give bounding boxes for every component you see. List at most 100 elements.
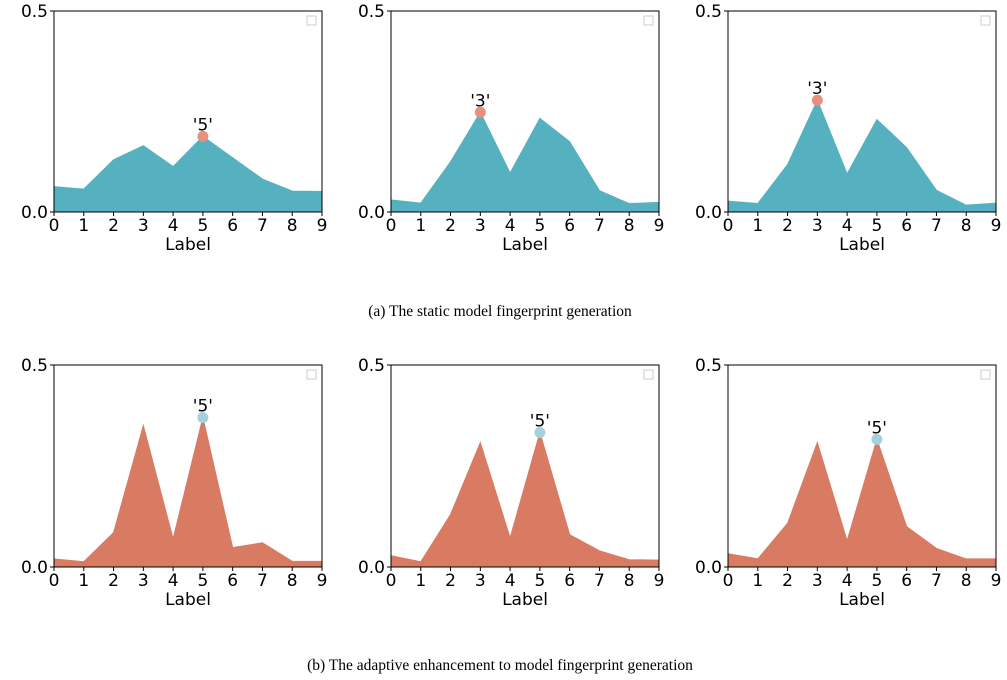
y-tick-label: 0.5 xyxy=(358,356,385,376)
x-tick-label: 7 xyxy=(257,571,268,591)
x-tick-label: 6 xyxy=(227,571,238,591)
x-tick-label: 5 xyxy=(871,216,882,236)
x-tick-label: 2 xyxy=(782,571,793,591)
peak-label: '5' xyxy=(193,397,213,417)
y-tick-label: 0.0 xyxy=(358,558,385,578)
caption-a: (a) The static model fingerprint generat… xyxy=(368,303,632,320)
y-tick-label: 0.0 xyxy=(695,203,722,223)
area-series xyxy=(390,430,660,568)
x-tick-label: 4 xyxy=(505,571,516,591)
plot-frame xyxy=(390,10,660,213)
peak-label: '3' xyxy=(807,79,827,99)
x-tick-label: 4 xyxy=(168,571,179,591)
x-tick-label: 8 xyxy=(624,571,635,591)
x-tick-label: 8 xyxy=(961,216,972,236)
x-tick-label: 0 xyxy=(723,571,734,591)
chart-panel-b-3: 0.0 0.5 0 1 2 3 4 5 6 7 8 9 Label '5' xyxy=(695,356,1001,610)
y-tick-label: 0.0 xyxy=(21,558,48,578)
peak-label: '5' xyxy=(193,115,213,135)
x-tick-label: 1 xyxy=(415,216,426,236)
y-tick-label: 0.5 xyxy=(21,2,48,22)
x-tick-label: 3 xyxy=(475,571,486,591)
x-tick-label: 4 xyxy=(842,571,853,591)
x-tick-label: 3 xyxy=(475,216,486,236)
peak-marker xyxy=(197,130,209,142)
y-tick-label: 0.0 xyxy=(358,203,385,223)
x-tick-label: 1 xyxy=(415,571,426,591)
area-series xyxy=(53,135,323,213)
x-tick-label: 7 xyxy=(257,216,268,236)
x-axis-title: Label xyxy=(839,590,885,610)
x-tick-label: 8 xyxy=(287,216,298,236)
x-tick-label: 5 xyxy=(197,571,208,591)
x-tick-label: 5 xyxy=(534,571,545,591)
legend-box xyxy=(980,15,991,26)
plot-frame xyxy=(53,10,323,213)
x-tick-label: 9 xyxy=(991,216,1002,236)
x-tick-label: 1 xyxy=(752,571,763,591)
x-tick-label: 7 xyxy=(931,216,942,236)
x-tick-label: 2 xyxy=(445,216,456,236)
area-series xyxy=(53,417,323,568)
x-tick-label: 6 xyxy=(564,216,575,236)
x-tick-label: 1 xyxy=(78,216,89,236)
x-tick-label: 3 xyxy=(138,571,149,591)
x-axis-title: Label xyxy=(502,235,548,255)
legend-box xyxy=(306,15,317,26)
chart-panel-a-1: 0.0 0.5 0 1 2 3 4 5 6 7 8 9 Label '5' xyxy=(21,2,327,255)
x-tick-label: 9 xyxy=(654,571,665,591)
peak-label: '3' xyxy=(470,91,490,111)
peak-marker xyxy=(197,412,209,424)
y-tick-label: 0.0 xyxy=(21,203,48,223)
x-tick-label: 9 xyxy=(317,571,328,591)
x-tick-label: 0 xyxy=(49,571,60,591)
peak-marker xyxy=(871,433,883,445)
peak-marker xyxy=(811,94,823,106)
plot-frame xyxy=(53,364,323,568)
x-tick-label: 7 xyxy=(931,571,942,591)
x-tick-label: 0 xyxy=(386,571,397,591)
peak-label: '5' xyxy=(867,418,887,438)
x-tick-label: 6 xyxy=(901,216,912,236)
x-tick-label: 4 xyxy=(505,216,516,236)
x-tick-label: 4 xyxy=(168,216,179,236)
x-tick-label: 3 xyxy=(138,216,149,236)
area-series xyxy=(727,437,997,568)
x-tick-label: 2 xyxy=(108,571,119,591)
legend-box xyxy=(643,369,654,380)
peak-label: '5' xyxy=(530,411,550,431)
y-tick-label: 0.5 xyxy=(695,2,722,22)
x-tick-label: 2 xyxy=(782,216,793,236)
chart-panel-b-2: 0.0 0.5 0 1 2 3 4 5 6 7 8 9 Label '5' xyxy=(358,356,664,610)
x-tick-label: 2 xyxy=(108,216,119,236)
x-tick-label: 0 xyxy=(49,216,60,236)
x-tick-label: 9 xyxy=(991,571,1002,591)
peak-marker xyxy=(534,426,546,438)
x-tick-label: 4 xyxy=(842,216,853,236)
x-tick-label: 7 xyxy=(594,571,605,591)
chart-panel-b-1: 0.0 0.5 0 1 2 3 4 5 6 7 8 9 Label '5' xyxy=(21,356,327,610)
caption-b: (b) The adaptive enhancement to model fi… xyxy=(307,657,693,674)
x-tick-label: 6 xyxy=(901,571,912,591)
x-axis-title: Label xyxy=(165,590,211,610)
x-tick-label: 3 xyxy=(812,571,823,591)
x-tick-label: 8 xyxy=(287,571,298,591)
plot-frame xyxy=(727,364,997,568)
x-tick-label: 5 xyxy=(871,571,882,591)
x-tick-label: 9 xyxy=(654,216,665,236)
plot-frame xyxy=(727,10,997,213)
legend-box xyxy=(980,369,991,380)
x-axis-title: Label xyxy=(165,235,211,255)
x-tick-label: 3 xyxy=(812,216,823,236)
x-tick-label: 0 xyxy=(386,216,397,236)
x-axis-title: Label xyxy=(502,590,548,610)
x-tick-label: 5 xyxy=(197,216,208,236)
x-tick-label: 5 xyxy=(534,216,545,236)
x-tick-label: 8 xyxy=(624,216,635,236)
chart-panel-a-3: 0.0 0.5 0 1 2 3 4 5 6 7 8 9 Label '3' xyxy=(695,2,1001,255)
y-tick-label: 0.5 xyxy=(358,2,385,22)
x-tick-label: 2 xyxy=(445,571,456,591)
x-tick-label: 9 xyxy=(317,216,328,236)
